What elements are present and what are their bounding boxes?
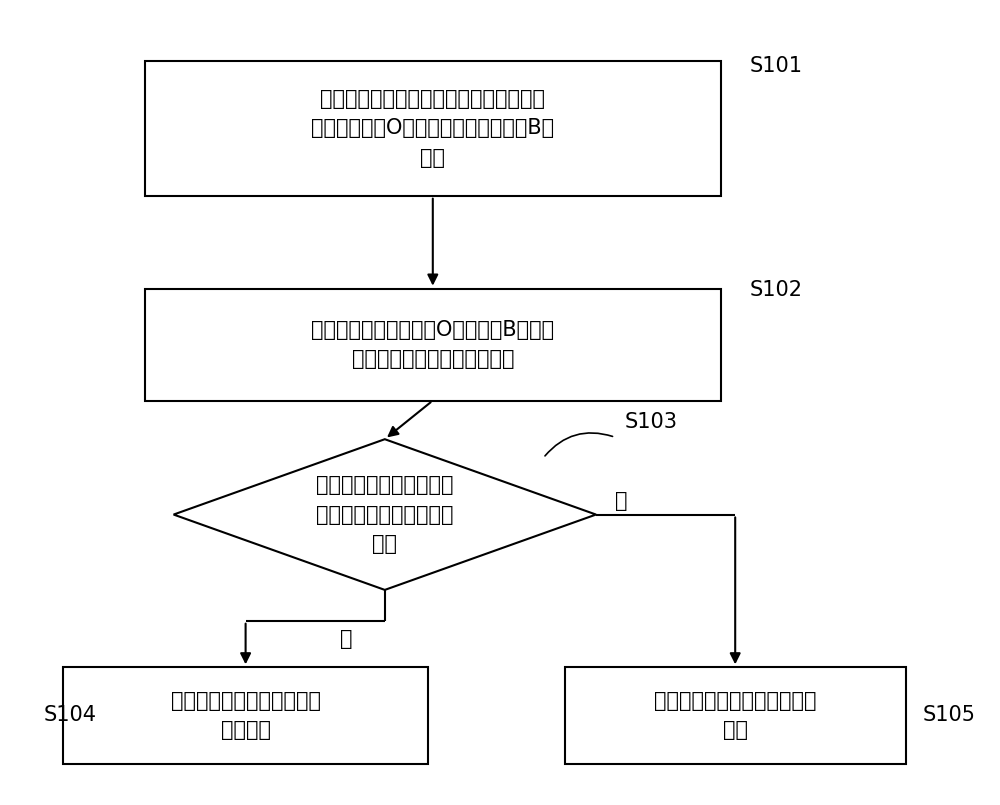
Polygon shape xyxy=(174,440,596,590)
Text: 是: 是 xyxy=(615,490,628,510)
Text: 确定装置根据获取到的O域数据和B域数据
，确定用户的网络容忍度参数: 确定装置根据获取到的O域数据和B域数据 ，确定用户的网络容忍度参数 xyxy=(311,320,554,369)
Text: S101: S101 xyxy=(750,56,803,76)
FancyBboxPatch shape xyxy=(565,667,906,764)
Text: S105: S105 xyxy=(922,705,975,725)
Text: 确定装置确定用户为潜在离网
用户: 确定装置确定用户为潜在离网 用户 xyxy=(654,691,816,741)
FancyBboxPatch shape xyxy=(63,667,428,764)
FancyBboxPatch shape xyxy=(145,60,721,196)
FancyBboxPatch shape xyxy=(145,288,721,401)
Text: S103: S103 xyxy=(625,412,678,431)
Text: S104: S104 xyxy=(44,705,97,725)
Text: 确定装置确定用户不是潜在
离网用户: 确定装置确定用户不是潜在 离网用户 xyxy=(171,691,321,741)
Text: 否: 否 xyxy=(340,629,353,649)
Text: 确定装置获取用户在至少一个第一小区的
运营支持系统O域数据和业务支持系统B域
数据: 确定装置获取用户在至少一个第一小区的 运营支持系统O域数据和业务支持系统B域 数… xyxy=(311,89,554,167)
Text: 确定装置确定用户的网络
容忍度参数是否满足预设
条件: 确定装置确定用户的网络 容忍度参数是否满足预设 条件 xyxy=(316,475,454,554)
Text: S102: S102 xyxy=(750,280,803,300)
